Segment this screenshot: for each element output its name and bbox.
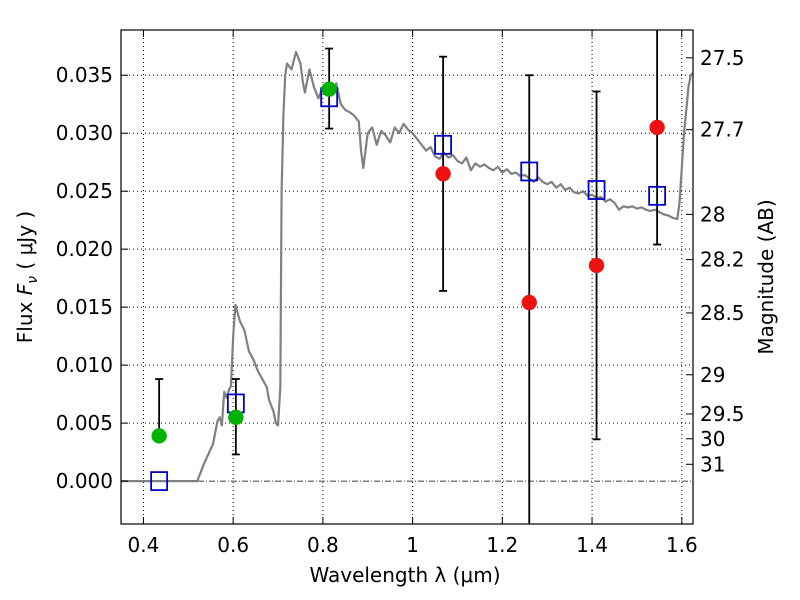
x-axis-title: Wavelength λ (μm) (309, 563, 500, 587)
x-tick-label: 1.4 (576, 533, 608, 557)
model-photometry-square (150, 471, 169, 491)
errorbar-layer (155, 30, 662, 524)
model-photometry-square (648, 185, 667, 206)
mag-tick-label: 29.5 (700, 402, 745, 426)
model-photometry-square (587, 180, 606, 200)
mag-tick-label: 29 (700, 363, 725, 387)
mag-tick-label: 27.5 (700, 46, 745, 70)
mag-tick-label: 28.5 (700, 301, 745, 325)
y-axis-title-prefix: Flux (13, 295, 37, 343)
x-tick-label: 0.6 (217, 533, 249, 557)
mag-tick-label: 30 (700, 427, 725, 451)
x-tick-label: 1.6 (666, 533, 698, 557)
model-spectrum-line (121, 50, 694, 483)
non-detection-point (588, 257, 605, 274)
y-axis-title-variable: F (13, 283, 37, 295)
plot-frame (120, 29, 694, 525)
detection-point (228, 409, 244, 426)
non-detection-point (521, 294, 538, 311)
non-detection-point (435, 166, 451, 182)
x-tick-label: 1 (406, 533, 419, 557)
y-tick-label: 0.020 (56, 237, 113, 261)
model-spectrum-layer (121, 50, 694, 483)
x-tick-label: 0.4 (128, 533, 160, 557)
mag-tick-label: 28 (700, 202, 725, 226)
y-tick-label: 0.010 (56, 353, 113, 377)
mag-tick-label: 31 (700, 452, 725, 476)
y-tick-label: 0.005 (56, 411, 113, 435)
y2-axis-title: Magnitude (AB) (754, 199, 778, 354)
y-tick-label: 0.000 (56, 469, 113, 493)
mag-tick-label: 28.2 (700, 248, 745, 272)
y-tick-label: 0.030 (56, 121, 113, 145)
tick-labels: 0.4 0.6 0.8 1 1.2 1.4 1.6 0.000 0.005 0.010 0.015 0… (56, 46, 745, 557)
mag-tick-label: 27.7 (700, 118, 745, 142)
y-tick-label: 0.015 (56, 295, 113, 319)
x-tick-label: 0.8 (307, 533, 339, 557)
marker-layer (150, 81, 667, 491)
model-photometry-square (520, 161, 539, 182)
y-axis-title-subscript: ν (25, 276, 41, 284)
detection-point (321, 81, 337, 97)
y-axis-title-unit: ( μJy ) (13, 211, 37, 276)
y-tick-label: 0.035 (56, 63, 113, 87)
detection-point (151, 428, 167, 444)
model-photometry-square (434, 134, 453, 155)
x-tick-label: 1.2 (486, 533, 518, 557)
y-axis-title: Flux Fν ( μJy ) (13, 211, 41, 343)
y-tick-label: 0.025 (56, 179, 113, 203)
grid-lines (121, 30, 693, 524)
non-detection-point (649, 119, 665, 136)
axis-ticks (121, 30, 693, 524)
